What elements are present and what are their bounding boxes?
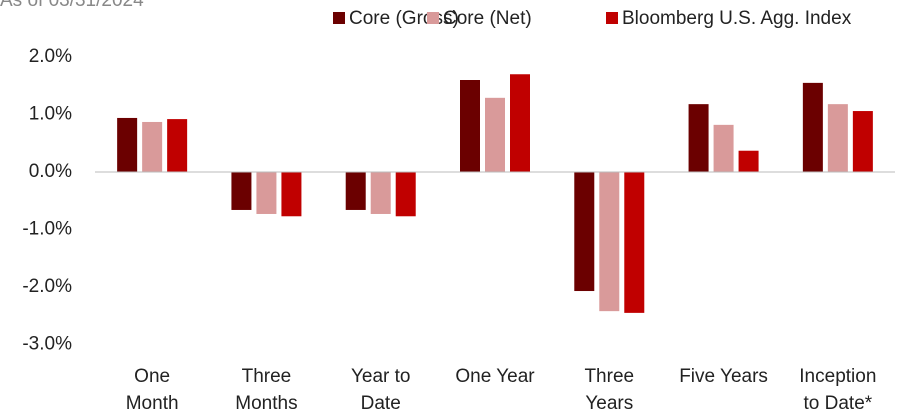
- x-tick-label: Date: [361, 393, 401, 414]
- bar: [688, 104, 709, 172]
- x-tick-label: Three: [584, 366, 634, 387]
- bar: [852, 111, 873, 172]
- x-tick-label: Five Years: [679, 366, 768, 387]
- legend-swatch: [333, 12, 345, 24]
- bar: [281, 172, 302, 217]
- bar: [599, 172, 620, 312]
- bar: [256, 172, 277, 214]
- bar: [802, 82, 823, 172]
- chart-subtitle: As of 03/31/2024: [0, 0, 144, 11]
- bar: [395, 172, 416, 217]
- x-tick-label: Three: [242, 366, 292, 387]
- y-tick-label: -1.0%: [22, 219, 72, 240]
- y-tick-label: -2.0%: [22, 276, 72, 297]
- bar: [345, 172, 366, 210]
- bar: [167, 119, 188, 172]
- bar: [231, 172, 252, 210]
- y-tick-label: 0.0%: [29, 161, 72, 182]
- y-tick-label: -3.0%: [22, 334, 72, 355]
- y-tick-label: 2.0%: [29, 46, 72, 67]
- x-tick-label: Years: [585, 393, 633, 414]
- bar: [738, 150, 759, 172]
- bar: [713, 124, 734, 172]
- bar: [142, 121, 163, 172]
- bar: [117, 117, 138, 172]
- y-tick-label: 1.0%: [29, 104, 72, 125]
- x-tick-label: Months: [235, 393, 297, 414]
- bar: [485, 97, 505, 172]
- bar: [624, 172, 645, 313]
- legend-label: Bloomberg U.S. Agg. Index: [622, 8, 852, 29]
- x-tick-label: Inception: [799, 366, 876, 387]
- bar: [574, 172, 595, 292]
- x-tick-label: One Year: [455, 366, 535, 387]
- legend-label: Core (Net): [443, 8, 532, 29]
- legend-swatch: [606, 12, 618, 24]
- bar: [510, 74, 530, 172]
- x-tick-label: One: [134, 366, 170, 387]
- bar: [827, 104, 848, 172]
- x-tick-label: to Date*: [804, 393, 873, 414]
- bar: [370, 172, 391, 214]
- legend-swatch: [427, 12, 439, 24]
- x-tick-label: Month: [126, 393, 179, 414]
- bar: [460, 80, 480, 172]
- x-tick-label: Year to: [351, 366, 411, 387]
